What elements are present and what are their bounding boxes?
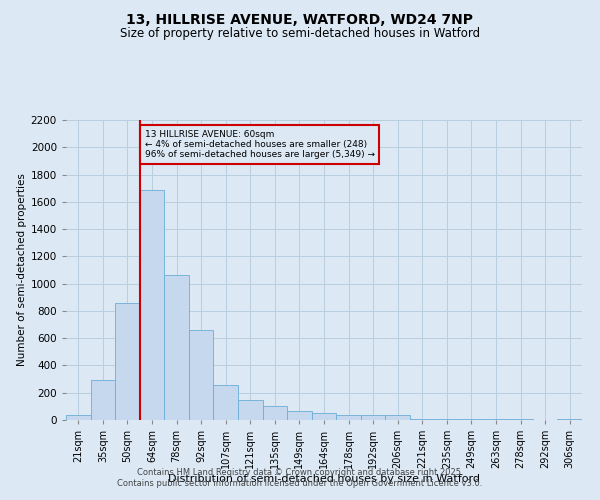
Bar bbox=[312, 413, 336, 420]
Y-axis label: Number of semi-detached properties: Number of semi-detached properties bbox=[17, 174, 26, 366]
Bar bbox=[66, 414, 91, 420]
Bar bbox=[263, 406, 287, 420]
Text: Size of property relative to semi-detached houses in Watford: Size of property relative to semi-detach… bbox=[120, 28, 480, 40]
Bar bbox=[361, 415, 385, 420]
Bar bbox=[164, 276, 189, 420]
Bar bbox=[140, 190, 164, 420]
Bar bbox=[287, 411, 312, 420]
Bar bbox=[115, 304, 140, 420]
Bar bbox=[238, 400, 263, 420]
Text: 13 HILLRISE AVENUE: 60sqm
← 4% of semi-detached houses are smaller (248)
96% of : 13 HILLRISE AVENUE: 60sqm ← 4% of semi-d… bbox=[145, 130, 374, 160]
Bar bbox=[410, 419, 434, 420]
Bar bbox=[91, 380, 115, 420]
Bar bbox=[336, 414, 361, 420]
Bar bbox=[385, 415, 410, 420]
Bar bbox=[214, 385, 238, 420]
X-axis label: Distribution of semi-detached houses by size in Watford: Distribution of semi-detached houses by … bbox=[168, 474, 480, 484]
Bar bbox=[189, 330, 214, 420]
Text: 13, HILLRISE AVENUE, WATFORD, WD24 7NP: 13, HILLRISE AVENUE, WATFORD, WD24 7NP bbox=[127, 12, 473, 26]
Text: Contains HM Land Registry data © Crown copyright and database right 2025.
Contai: Contains HM Land Registry data © Crown c… bbox=[118, 468, 482, 487]
